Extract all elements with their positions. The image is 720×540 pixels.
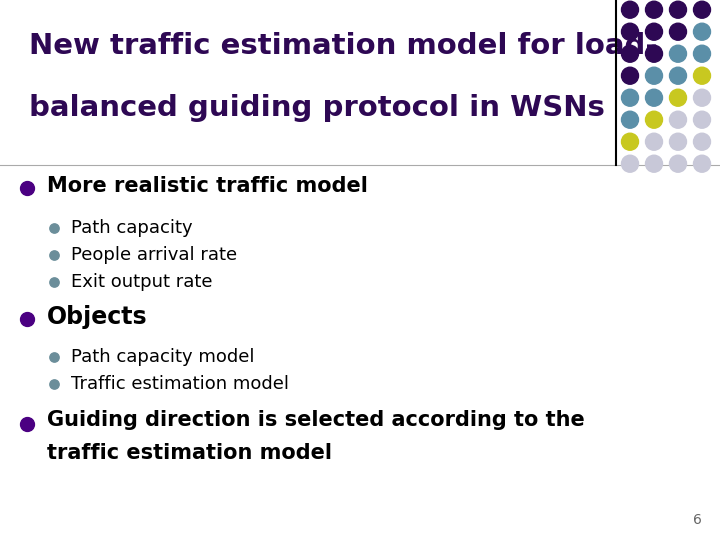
Circle shape (646, 45, 662, 62)
Circle shape (646, 133, 662, 150)
Text: Exit output rate: Exit output rate (71, 273, 212, 291)
Circle shape (670, 1, 686, 18)
Text: balanced guiding protocol in WSNs: balanced guiding protocol in WSNs (29, 94, 605, 123)
Circle shape (621, 111, 639, 128)
Circle shape (693, 111, 711, 128)
Circle shape (621, 45, 639, 62)
Circle shape (621, 155, 639, 172)
Circle shape (693, 1, 711, 18)
Point (48, 278, 60, 286)
Text: People arrival rate: People arrival rate (71, 246, 237, 264)
Circle shape (646, 67, 662, 84)
Circle shape (693, 67, 711, 84)
Text: Guiding direction is selected according to the: Guiding direction is selected according … (47, 410, 585, 430)
Circle shape (670, 23, 686, 40)
Circle shape (693, 89, 711, 106)
Text: traffic estimation model: traffic estimation model (47, 443, 332, 463)
Circle shape (670, 89, 686, 106)
Circle shape (693, 23, 711, 40)
Circle shape (693, 155, 711, 172)
Circle shape (670, 67, 686, 84)
Circle shape (670, 45, 686, 62)
Circle shape (621, 67, 639, 84)
Circle shape (646, 23, 662, 40)
Circle shape (670, 111, 686, 128)
Circle shape (621, 89, 639, 106)
Point (48, 353, 60, 362)
Text: New traffic estimation model for load-: New traffic estimation model for load- (29, 32, 657, 60)
Circle shape (670, 155, 686, 172)
Circle shape (646, 111, 662, 128)
Circle shape (646, 155, 662, 172)
Text: Path capacity: Path capacity (71, 219, 192, 237)
Circle shape (670, 133, 686, 150)
Circle shape (646, 1, 662, 18)
Text: More realistic traffic model: More realistic traffic model (47, 176, 368, 195)
Point (22, 420, 33, 429)
Circle shape (621, 23, 639, 40)
Text: Path capacity model: Path capacity model (71, 348, 254, 366)
Circle shape (621, 133, 639, 150)
Point (48, 251, 60, 259)
Point (22, 315, 33, 323)
Point (48, 380, 60, 389)
Circle shape (621, 1, 639, 18)
Circle shape (693, 45, 711, 62)
Circle shape (693, 133, 711, 150)
Circle shape (646, 89, 662, 106)
Text: 6: 6 (693, 512, 702, 526)
Text: Traffic estimation model: Traffic estimation model (71, 375, 289, 393)
Text: Objects: Objects (47, 305, 148, 329)
Point (48, 224, 60, 232)
Point (22, 183, 33, 192)
